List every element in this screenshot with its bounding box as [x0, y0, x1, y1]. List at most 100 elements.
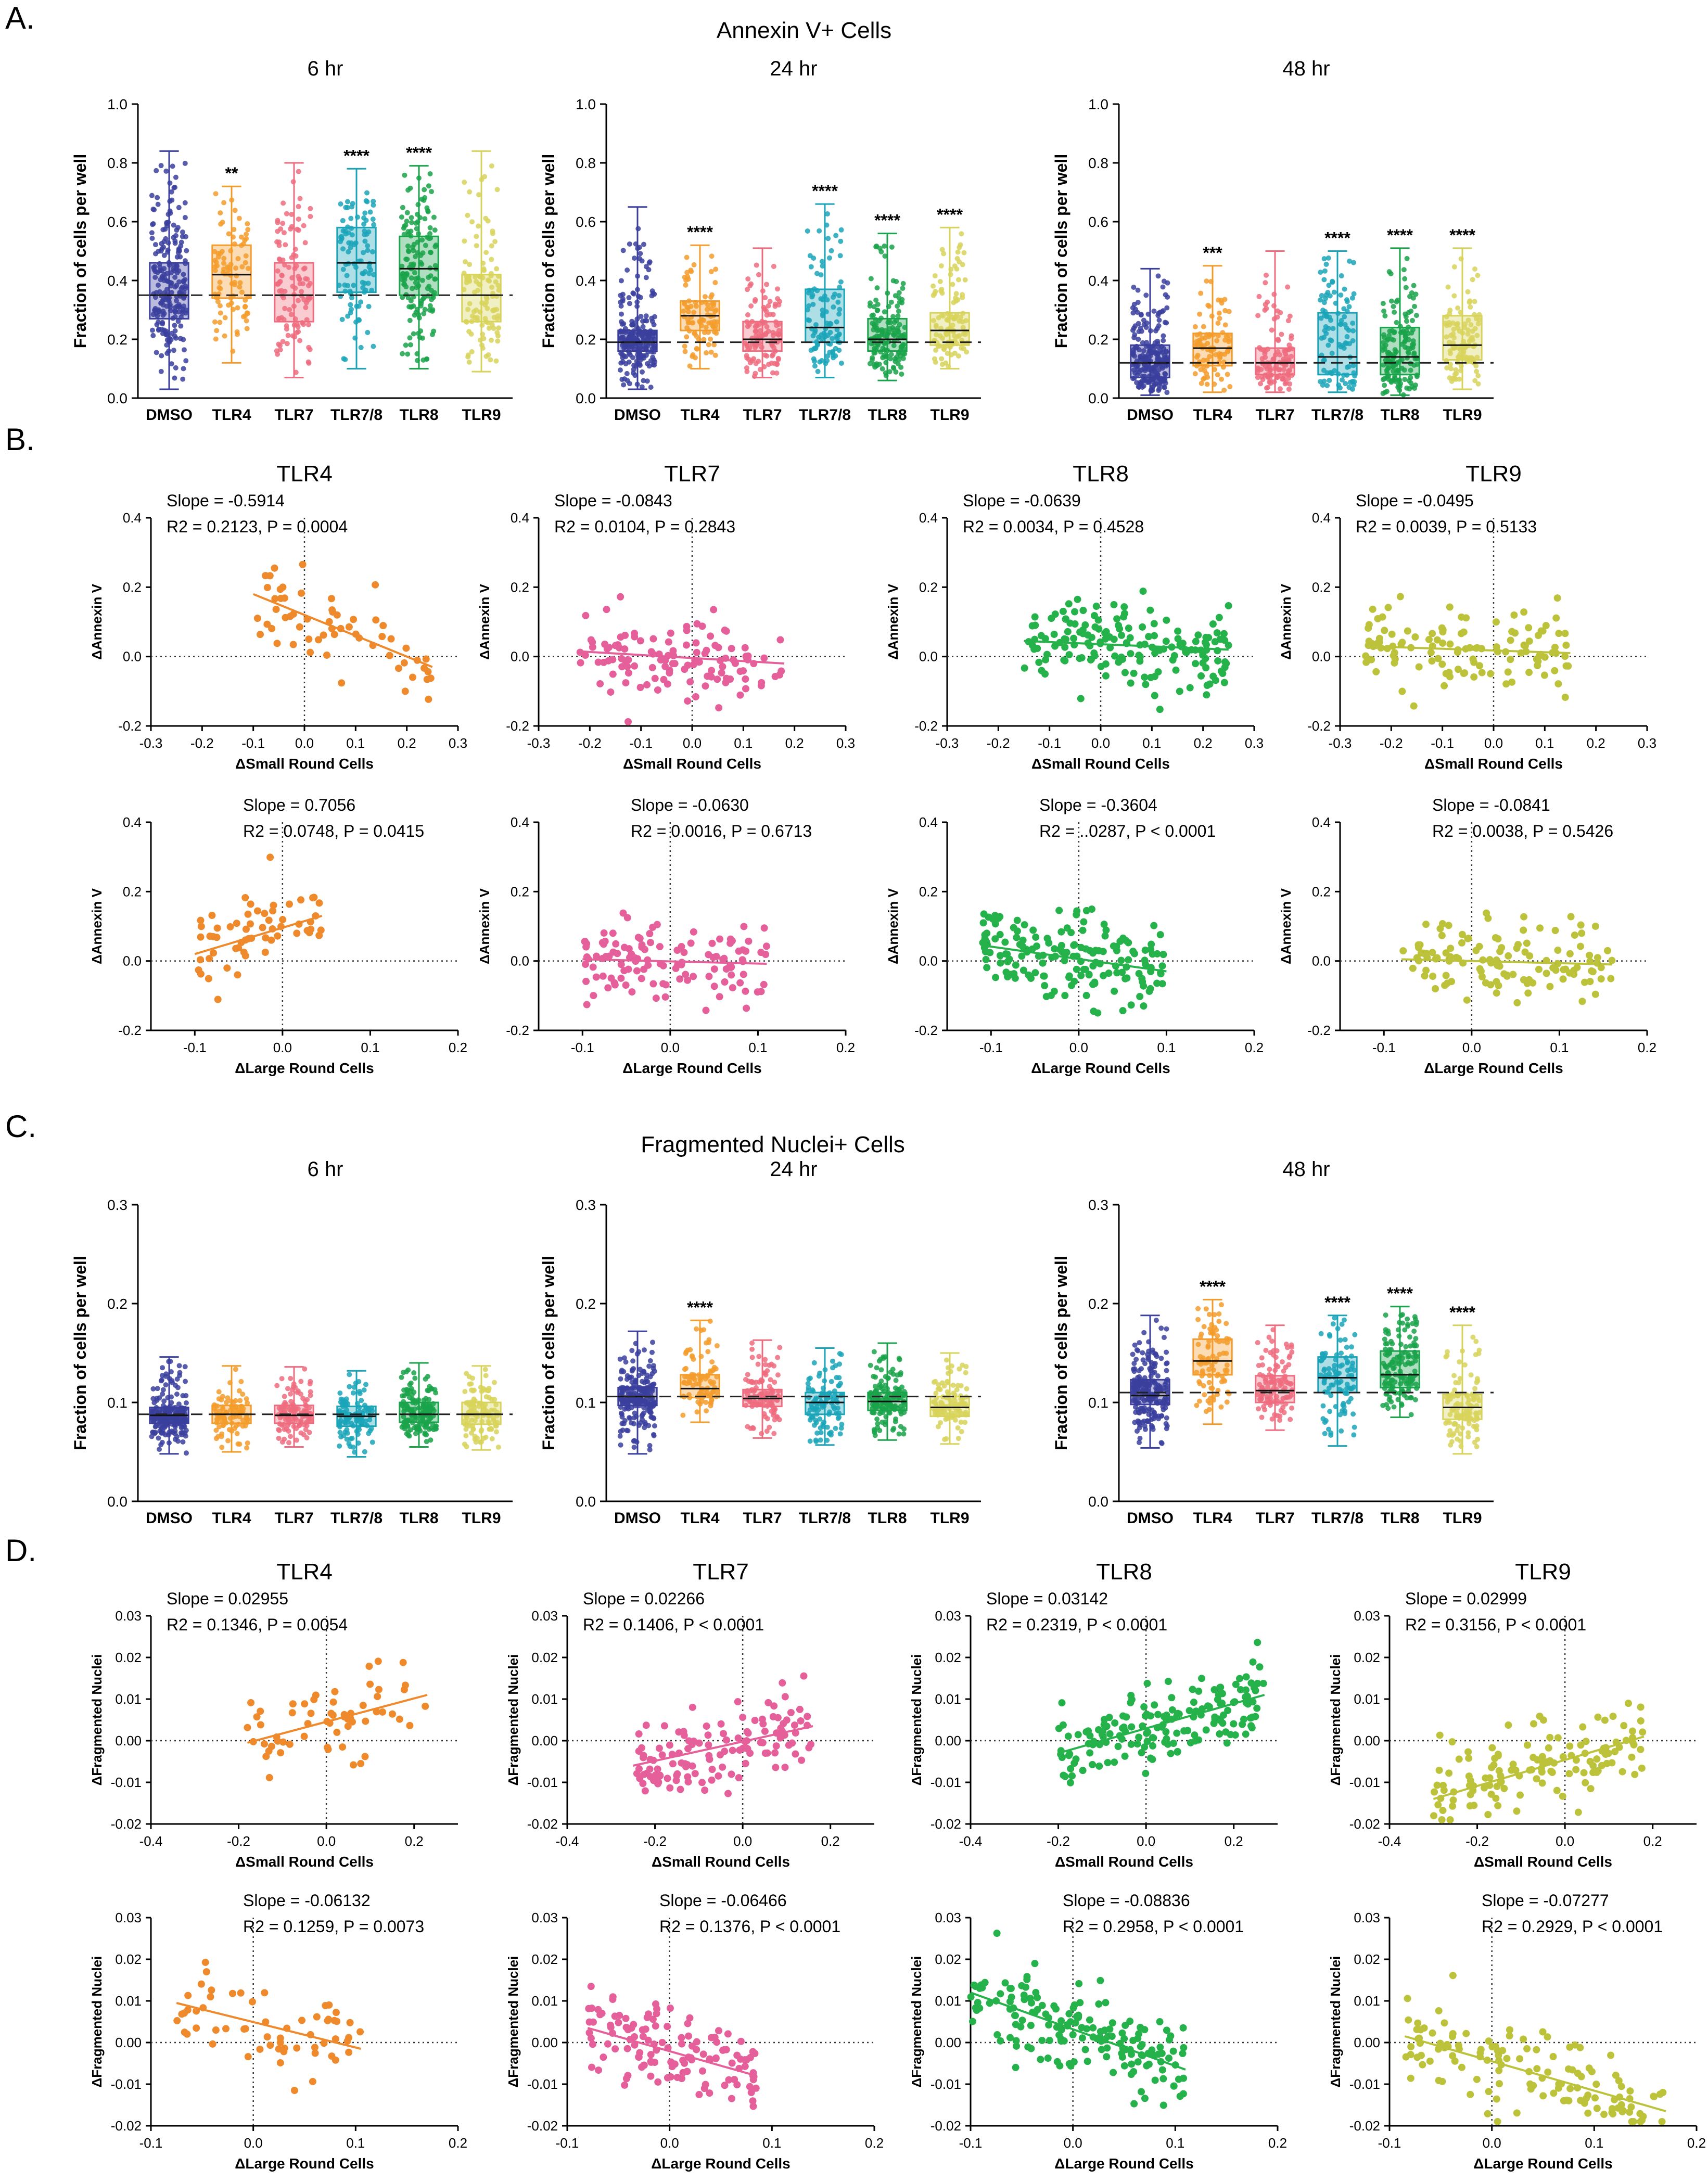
data-point [899, 344, 904, 350]
data-point [1369, 605, 1376, 613]
data-point [274, 1383, 280, 1388]
x-tick-label: 0.0 [1484, 735, 1503, 751]
data-point [493, 358, 499, 364]
data-point [939, 247, 945, 252]
data-point [1521, 642, 1529, 650]
data-point [161, 1398, 167, 1404]
data-point [160, 1406, 165, 1412]
data-point [837, 253, 843, 259]
data-point [1365, 621, 1373, 629]
data-point [215, 254, 221, 260]
data-point [262, 934, 270, 942]
data-point [422, 187, 427, 193]
data-point [770, 370, 775, 376]
data-point [893, 359, 898, 364]
data-point [1384, 337, 1390, 343]
data-point [240, 948, 248, 956]
significance-label: **** [343, 146, 369, 165]
data-point [223, 1409, 229, 1415]
data-point [759, 333, 764, 339]
data-point [641, 378, 646, 384]
data-point [683, 622, 691, 630]
data-point [1478, 973, 1486, 981]
data-point [1037, 632, 1045, 640]
data-point [351, 1384, 357, 1390]
data-point [766, 362, 772, 367]
data-point [762, 1357, 768, 1362]
data-point [1255, 375, 1260, 380]
data-point [1082, 907, 1090, 914]
data-point [1121, 669, 1129, 677]
data-point [1465, 331, 1471, 337]
data-point [886, 339, 891, 344]
data-point [428, 1437, 434, 1443]
data-point [1150, 387, 1155, 393]
data-point [401, 282, 407, 287]
data-point [1221, 387, 1227, 393]
data-point [693, 1381, 699, 1387]
data-point [358, 299, 364, 305]
data-point [256, 631, 264, 639]
category-label: DMSO [146, 1510, 193, 1527]
data-point [426, 1388, 431, 1394]
data-point [493, 1429, 499, 1435]
data-point [413, 220, 419, 226]
data-point [1467, 298, 1473, 304]
data-point [812, 328, 818, 334]
data-point [479, 1419, 485, 1424]
data-point [149, 230, 155, 236]
data-point [682, 971, 690, 978]
data-point [364, 190, 370, 196]
data-point [683, 1350, 689, 1356]
x-tick-label: 0.3 [1245, 735, 1264, 751]
data-point [371, 272, 377, 277]
chart-title: TLR8 [1073, 461, 1129, 487]
x-tick-label: -0.1 [629, 735, 653, 751]
data-point [399, 263, 405, 269]
data-point [629, 1420, 634, 1426]
data-point [462, 238, 467, 244]
data-point [299, 560, 307, 568]
data-point [635, 331, 641, 337]
data-point [296, 169, 301, 174]
data-point [775, 355, 781, 361]
data-point [715, 644, 722, 652]
data-point [932, 291, 937, 297]
data-point [882, 253, 888, 259]
data-point [1113, 947, 1120, 954]
data-point [874, 285, 880, 291]
data-point [1146, 373, 1152, 379]
data-point [174, 283, 180, 288]
data-point [1213, 629, 1221, 637]
data-point [1458, 613, 1465, 621]
data-point [150, 333, 156, 338]
significance-label: **** [687, 1298, 713, 1317]
data-point [406, 1395, 412, 1400]
data-point [979, 919, 987, 927]
data-point [581, 961, 589, 968]
data-point [1129, 948, 1137, 955]
data-point [212, 249, 218, 254]
data-point [414, 285, 419, 290]
data-point [1153, 979, 1161, 987]
data-point [1151, 692, 1158, 699]
data-point [1350, 321, 1356, 326]
data-point [838, 279, 844, 285]
data-point [772, 1380, 777, 1385]
data-point [361, 215, 367, 221]
data-point [825, 236, 831, 241]
data-point [291, 1381, 297, 1387]
data-point [155, 313, 160, 319]
data-point [427, 303, 433, 309]
data-point [283, 242, 288, 248]
data-point [276, 341, 282, 347]
data-point [183, 1450, 189, 1456]
data-point [1140, 1002, 1148, 1010]
data-point [1343, 381, 1348, 387]
data-point [647, 1358, 653, 1364]
data-point [169, 290, 174, 296]
data-point [483, 215, 489, 221]
data-point [419, 237, 425, 243]
data-point [777, 1345, 783, 1350]
data-point [481, 266, 487, 272]
